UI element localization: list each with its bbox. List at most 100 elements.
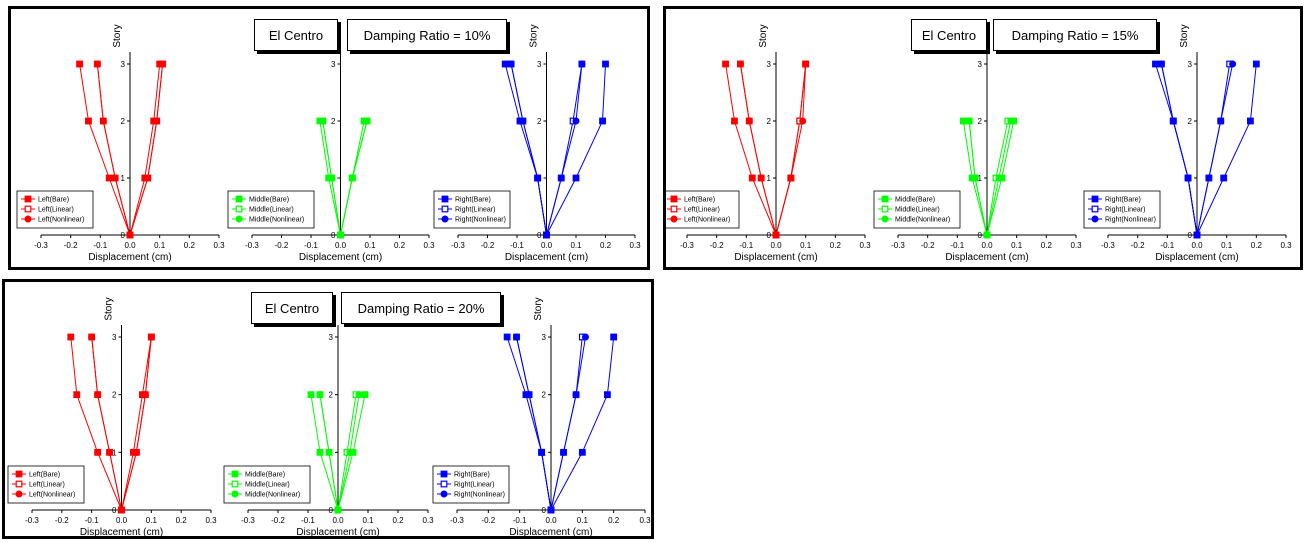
data-point <box>153 117 161 125</box>
series-line <box>1155 63 1198 236</box>
series-line <box>79 63 131 236</box>
data-point <box>513 333 521 341</box>
x-axis-title: Displacement (cm) <box>80 527 163 536</box>
y-axis-title: Story <box>533 297 544 320</box>
legend-entry: Middle(Bare) <box>249 197 289 204</box>
x-tick-label: -0.2 <box>481 241 495 250</box>
record-label: El Centro <box>254 19 338 51</box>
legend: Right(Bare) Right(Linear) Right(Nonlinear) <box>432 465 510 504</box>
x-tick-label: -0.3 <box>25 516 39 525</box>
data-point <box>1220 174 1228 182</box>
x-tick-label: 0.1 <box>570 241 582 250</box>
data-point <box>560 448 568 456</box>
legend-swatch-marker <box>15 480 23 488</box>
y-tick-label: 2 <box>121 117 126 126</box>
data-point <box>503 333 511 341</box>
x-tick-label: -0.1 <box>1160 241 1174 250</box>
series-line <box>725 63 777 236</box>
x-tick-label: 0.2 <box>1251 241 1263 250</box>
x-tick-label: -0.1 <box>93 241 107 250</box>
data-point <box>1184 174 1192 182</box>
data-point <box>1007 117 1015 125</box>
data-point <box>1152 60 1159 68</box>
y-tick-label: 2 <box>1188 117 1193 126</box>
x-tick-label: -0.1 <box>85 516 99 525</box>
data-point <box>319 117 327 125</box>
data-point <box>99 117 107 125</box>
x-axis-title: Displacement (cm) <box>945 252 1028 263</box>
y-axis-title: Story <box>104 297 115 320</box>
data-point <box>334 506 342 514</box>
series-line <box>96 63 131 236</box>
legend-swatch-marker <box>235 215 243 223</box>
y-tick-label: 0 <box>537 231 542 240</box>
x-tick-label: -0.3 <box>34 241 48 250</box>
x-axis-title: Displacement (cm) <box>1155 252 1238 263</box>
x-tick-label: -0.2 <box>55 516 69 525</box>
legend-swatch-marker <box>881 215 889 223</box>
legend-swatch-marker <box>231 470 239 478</box>
legend-entry: Left(Bare) <box>29 472 60 479</box>
series-line <box>129 63 164 236</box>
data-point <box>94 391 102 399</box>
y-tick-label: 3 <box>542 333 547 342</box>
x-axis-title: Displacement (cm) <box>88 252 171 263</box>
legend-entry: Middle(Nonlinear) <box>249 217 304 224</box>
damping-label: Damping Ratio = 15% <box>993 19 1157 51</box>
x-tick-label: 0.3 <box>629 241 641 250</box>
subplot-left: -0.3 -0.2 -0.1 0.0 0.1 0.2 0.3 0 1 2 3 Displacement… <box>16 24 225 263</box>
y-tick-label: 2 <box>537 117 542 126</box>
x-tick-label: 0.2 <box>394 241 406 250</box>
x-tick-label: -0.2 <box>271 516 285 525</box>
y-tick-label: 0 <box>329 506 334 515</box>
data-point <box>802 60 810 68</box>
series-line <box>550 336 583 511</box>
x-tick-label: 0.3 <box>422 516 434 525</box>
legend-swatch-marker <box>24 215 32 223</box>
data-point <box>722 60 729 68</box>
data-point <box>88 333 96 341</box>
legend-entry: Middle(Linear) <box>245 482 290 489</box>
series-line <box>129 63 164 236</box>
panel-damping-20-chart: -0.3 -0.2 -0.1 0.0 0.1 0.2 0.3 0 1 2 3 Displacement… <box>7 297 651 536</box>
x-tick-label: -0.1 <box>304 241 318 250</box>
x-tick-label: 0.1 <box>800 241 812 250</box>
x-tick-label: 0.3 <box>859 241 871 250</box>
y-tick-label: 1 <box>121 174 126 183</box>
data-point <box>1229 60 1237 68</box>
damping-label: Damping Ratio = 10% <box>347 19 507 51</box>
data-point <box>501 60 509 68</box>
data-point <box>757 174 765 182</box>
x-tick-label: 0.0 <box>116 516 128 525</box>
x-tick-label: -0.3 <box>680 241 694 250</box>
data-point <box>106 448 114 456</box>
series-line <box>91 336 122 511</box>
series-line <box>121 336 152 511</box>
series-line <box>516 336 552 511</box>
y-tick-label: 0 <box>542 506 547 515</box>
data-point <box>307 391 315 399</box>
data-point <box>361 391 369 399</box>
y-tick-label: 3 <box>121 60 126 69</box>
y-tick-label: 0 <box>331 231 336 240</box>
data-point <box>578 448 586 456</box>
data-point <box>578 60 586 68</box>
series-line <box>70 336 122 511</box>
x-tick-label: -0.2 <box>710 241 724 250</box>
y-tick-label: 2 <box>331 117 336 126</box>
legend: Right(Bare) Right(Linear) Right(Nonlinear) <box>1083 190 1161 229</box>
data-point <box>363 117 371 125</box>
legend-swatch-marker <box>670 195 678 203</box>
y-tick-label: 2 <box>112 391 117 400</box>
series-line <box>129 63 161 236</box>
data-point <box>1217 117 1225 125</box>
legend-entry: Left(Nonlinear) <box>38 217 84 224</box>
x-tick-label: -0.2 <box>275 241 289 250</box>
legend-swatch-marker <box>231 480 239 488</box>
data-point <box>1246 117 1254 125</box>
y-axis-title: Story <box>529 24 540 47</box>
x-tick-label: 0.0 <box>1191 241 1203 250</box>
x-tick-label: 0.1 <box>362 516 374 525</box>
legend-swatch-marker <box>231 490 239 498</box>
x-tick-label: 0.3 <box>1070 241 1082 250</box>
